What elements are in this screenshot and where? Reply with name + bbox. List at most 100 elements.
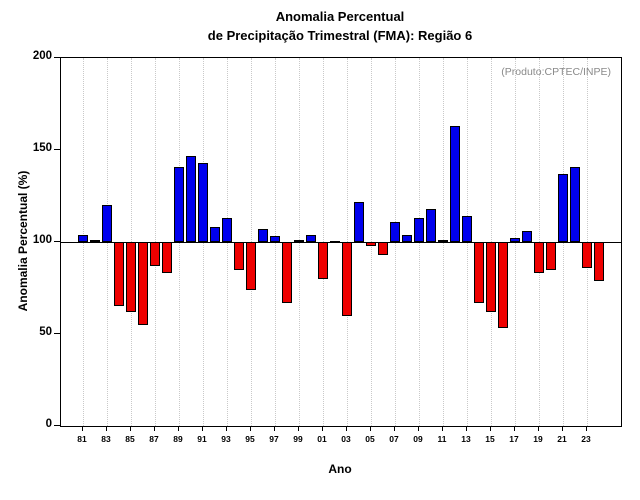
bar-13 (461, 216, 473, 242)
bar-92 (209, 227, 221, 242)
x-tick-label-89: 89 (173, 434, 183, 444)
x-tick-label-23: 23 (581, 434, 591, 444)
bar-20 (545, 242, 557, 270)
bar-87 (149, 242, 161, 266)
x-tick-label-13: 13 (461, 434, 471, 444)
bar-19 (533, 242, 545, 274)
product-annotation: (Produto:CPTEC/INPE) (501, 66, 611, 78)
bar-16 (497, 242, 509, 329)
bar-97 (269, 236, 281, 242)
x-tick-mark-21 (562, 426, 563, 431)
bar-17 (509, 238, 521, 242)
y-tick-mark-50 (54, 333, 60, 334)
chart-title: Anomalia Percentual de Precipitação Trim… (60, 8, 620, 46)
x-tick-mark-03 (346, 426, 347, 431)
y-tick-mark-0 (54, 425, 60, 426)
bar-93 (221, 218, 233, 242)
y-tick-label-200: 200 (32, 50, 52, 62)
bar-91 (197, 162, 209, 242)
bar-83 (101, 205, 113, 242)
x-tick-mark-01 (322, 426, 323, 431)
bar-09 (413, 218, 425, 242)
x-tick-label-11: 11 (437, 434, 447, 444)
x-tick-mark-11 (442, 426, 443, 431)
x-tick-label-05: 05 (365, 434, 375, 444)
x-tick-mark-89 (178, 426, 179, 431)
y-tick-label-150: 150 (32, 142, 52, 154)
bar-82 (89, 240, 101, 243)
x-tick-label-21: 21 (557, 434, 567, 444)
bar-12 (449, 126, 461, 242)
x-tick-label-97: 97 (269, 434, 279, 444)
bar-88 (161, 242, 173, 274)
bar-96 (257, 229, 269, 242)
bar-86 (137, 242, 149, 325)
x-tick-label-81: 81 (77, 434, 87, 444)
x-tick-mark-07 (394, 426, 395, 431)
y-tick-mark-100 (54, 241, 60, 242)
x-tick-label-19: 19 (533, 434, 543, 444)
bar-94 (233, 242, 245, 270)
x-axis-label: Ano (328, 462, 352, 476)
y-tick-mark-150 (54, 149, 60, 150)
y-tick-label-100: 100 (32, 234, 52, 246)
bar-84 (113, 242, 125, 307)
x-tick-mark-17 (514, 426, 515, 431)
bar-06 (377, 242, 389, 255)
x-tick-mark-09 (418, 426, 419, 431)
x-tick-mark-95 (250, 426, 251, 431)
bar-08 (401, 234, 413, 242)
bar-90 (185, 155, 197, 242)
bar-10 (425, 208, 437, 242)
x-tick-label-17: 17 (509, 434, 519, 444)
bar-03 (341, 242, 353, 316)
bar-99 (293, 240, 305, 243)
bar-89 (173, 166, 185, 242)
x-tick-label-95: 95 (245, 434, 255, 444)
bar-15 (485, 242, 497, 312)
x-tick-mark-97 (274, 426, 275, 431)
bar-95 (245, 242, 257, 290)
x-tick-label-03: 03 (341, 434, 351, 444)
x-tick-mark-15 (490, 426, 491, 431)
x-tick-label-93: 93 (221, 434, 231, 444)
x-tick-mark-19 (538, 426, 539, 431)
x-tick-label-83: 83 (101, 434, 111, 444)
x-tick-label-09: 09 (413, 434, 423, 444)
x-tick-label-91: 91 (197, 434, 207, 444)
bar-98 (281, 242, 293, 303)
bar-11 (437, 240, 449, 243)
x-tick-mark-99 (298, 426, 299, 431)
baseline-100 (61, 242, 621, 243)
bar-23 (581, 242, 593, 268)
x-tick-mark-91 (202, 426, 203, 431)
bar-00 (305, 234, 317, 242)
x-tick-label-99: 99 (293, 434, 303, 444)
x-tick-label-85: 85 (125, 434, 135, 444)
chart-title-line2: de Precipitação Trimestral (FMA): Região… (207, 27, 473, 43)
bar-85 (125, 242, 137, 312)
bar-24 (593, 242, 605, 281)
bar-14 (473, 242, 485, 303)
bar-21 (557, 173, 569, 242)
x-tick-mark-13 (466, 426, 467, 431)
bar-22 (569, 166, 581, 242)
plot-area: (Produto:CPTEC/INPE) (60, 57, 622, 427)
x-tick-mark-93 (226, 426, 227, 431)
x-tick-label-87: 87 (149, 434, 159, 444)
bar-07 (389, 221, 401, 242)
bar-18 (521, 230, 533, 242)
x-tick-mark-23 (586, 426, 587, 431)
y-tick-label-50: 50 (39, 326, 52, 338)
x-tick-mark-83 (106, 426, 107, 431)
y-tick-label-0: 0 (45, 418, 52, 430)
x-tick-mark-85 (130, 426, 131, 431)
bar-04 (353, 201, 365, 242)
bar-01 (317, 242, 329, 279)
chart-title-line1: Anomalia Percentual (275, 9, 405, 24)
bar-81 (77, 234, 89, 242)
x-tick-mark-05 (370, 426, 371, 431)
x-tick-label-15: 15 (485, 434, 495, 444)
x-tick-label-07: 07 (389, 434, 399, 444)
